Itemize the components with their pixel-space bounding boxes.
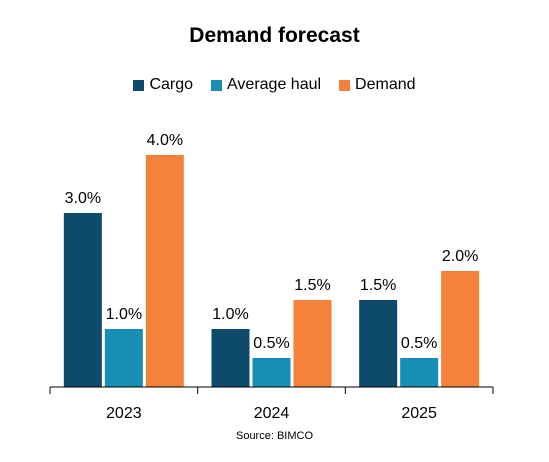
data-label-cargo-2025: 1.5% [360, 277, 396, 294]
legend-swatch-demand [339, 79, 351, 91]
data-label-average-haul-2025: 0.5% [401, 335, 437, 352]
data-label-demand-2025: 2.0% [442, 248, 478, 265]
x-tick-label-2025: 2025 [401, 405, 437, 422]
legend-item-cargo: Cargo [133, 76, 193, 94]
bar-average-haul-2023 [104, 329, 143, 387]
data-label-average-haul-2024: 0.5% [253, 335, 289, 352]
legend-item-demand: Demand [339, 76, 416, 94]
legend-item-average-haul: Average haul [211, 76, 321, 94]
bar-demand-2024 [293, 300, 332, 387]
data-label-demand-2024: 1.5% [294, 277, 330, 294]
data-label-cargo-2024: 1.0% [212, 306, 248, 323]
legend-label-average-haul: Average haul [227, 76, 322, 93]
source-note: Source: BIMCO [235, 430, 314, 442]
bar-cargo-2023 [63, 213, 102, 387]
data-label-cargo-2023: 3.0% [65, 190, 101, 207]
bar-demand-2025 [441, 271, 480, 387]
x-tick-label-2023: 2023 [106, 405, 142, 422]
legend-label-demand: Demand [355, 76, 416, 93]
bar-cargo-2025 [359, 300, 398, 387]
x-tick-label-2024: 2024 [254, 405, 290, 422]
chart-title: Demand forecast [189, 24, 360, 47]
data-label-demand-2023: 4.0% [147, 132, 183, 149]
legend-swatch-average-haul [211, 79, 223, 91]
bar-cargo-2024 [211, 329, 250, 387]
legend: Cargo Average haul Demand [0, 76, 549, 94]
bar-average-haul-2025 [400, 358, 439, 387]
data-label-average-haul-2023: 1.0% [106, 306, 142, 323]
legend-label-cargo: Cargo [149, 76, 194, 93]
bar-average-haul-2024 [252, 358, 291, 387]
legend-swatch-cargo [133, 79, 145, 91]
bar-demand-2023 [145, 155, 184, 387]
